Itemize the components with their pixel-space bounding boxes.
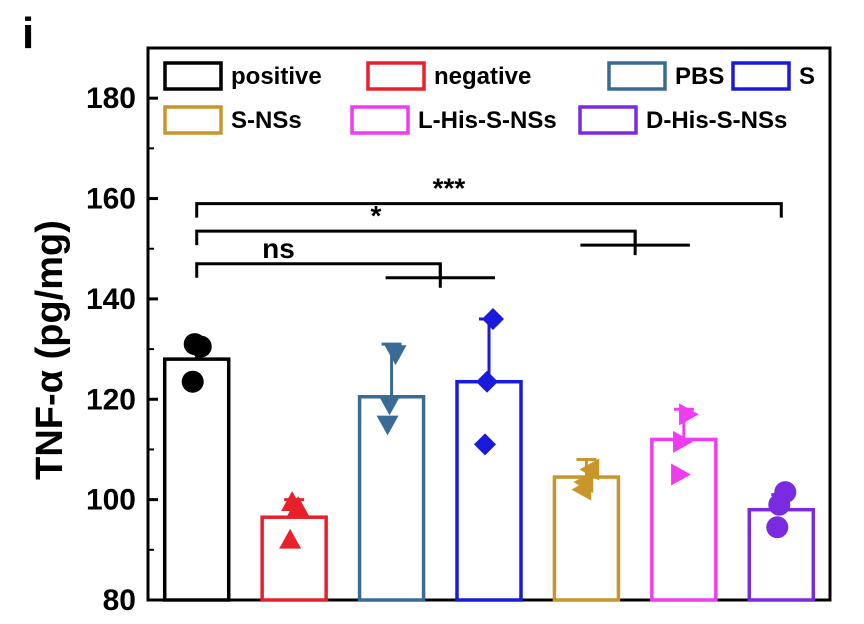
- legend-swatch-negative: [366, 61, 426, 91]
- y-tick-label: 80: [103, 584, 136, 617]
- legend-label-S: S: [799, 63, 815, 90]
- data-point-PBS: [376, 415, 399, 436]
- significance-label: ***: [433, 173, 466, 204]
- data-point-S-NSs: [571, 478, 592, 501]
- legend-swatch-S: [731, 61, 791, 91]
- data-point-L-His-S-NSs: [673, 430, 693, 453]
- legend-label-L-His-S-NSs: L-His-S-NSs: [418, 107, 557, 134]
- significance-label: ns: [262, 233, 295, 264]
- data-point-negative: [279, 528, 302, 549]
- legend-label-negative: negative: [434, 63, 531, 90]
- bars: [162, 357, 816, 602]
- bar-L-His-S-NSs: [650, 437, 718, 602]
- legend-swatch-positive: [163, 61, 223, 91]
- data-point-L-His-S-NSs: [679, 403, 699, 426]
- bar-S: [455, 379, 523, 602]
- y-tick-label: 100: [86, 484, 136, 517]
- legend-label-D-His-S-NSs: D-His-S-NSs: [646, 107, 787, 134]
- legend: positive negative PBS S S-NSs L-His-S-NSs D-Hi…: [163, 61, 815, 135]
- data-point-negative: [281, 491, 304, 511]
- bar-negative: [260, 515, 328, 602]
- data-point-S-NSs: [579, 458, 600, 481]
- legend-swatch-L-His-S-NSs: [350, 105, 410, 135]
- significance-label: *: [370, 200, 381, 231]
- data-point-L-His-S-NSs: [671, 463, 691, 486]
- data-point-PBS: [384, 345, 407, 366]
- panel-label: i: [22, 9, 34, 58]
- legend-label-PBS: PBS: [675, 63, 724, 90]
- y-axis-label: TNF-α (pg/mg): [29, 220, 71, 480]
- data-point-D-His-S-NSs: [768, 493, 791, 516]
- data-point-S: [482, 307, 504, 330]
- bracket-***: [195, 202, 783, 218]
- bar-PBS: [357, 395, 426, 602]
- significance-brackets: ****ns: [195, 173, 783, 288]
- data-point-positive: [183, 333, 206, 356]
- data-point-D-His-S-NSs: [766, 516, 789, 539]
- y-tick-label: 140: [86, 283, 136, 316]
- data-point-positive: [181, 370, 204, 393]
- data-point-PBS: [378, 395, 401, 416]
- legend-label-S-NSs: S-NSs: [231, 107, 302, 134]
- y-tick-label: 160: [86, 183, 136, 216]
- legend-label-positive: positive: [231, 63, 322, 90]
- data-point-S: [476, 370, 498, 393]
- bar-positive: [162, 357, 231, 602]
- y-tick-label: 120: [86, 383, 136, 416]
- legend-swatch-S-NSs: [163, 105, 223, 135]
- data-point-S: [474, 433, 496, 456]
- legend-swatch-D-His-S-NSs: [578, 105, 638, 135]
- y-tick-label: 180: [86, 82, 136, 115]
- bracket-ns: [195, 262, 442, 278]
- data-points: [181, 307, 797, 549]
- legend-swatch-PBS: [607, 61, 667, 91]
